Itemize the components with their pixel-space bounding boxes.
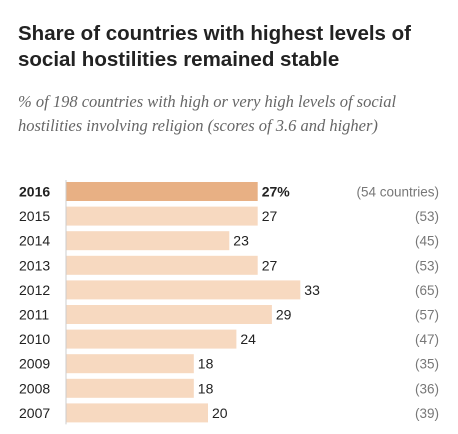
year-label: 2014 <box>19 233 50 249</box>
bar <box>66 255 258 275</box>
value-label: 24 <box>240 331 256 347</box>
value-label: 27 <box>262 257 278 273</box>
chart-title: Share of countries with highest levels o… <box>18 22 411 71</box>
chart-subtitle: % of 198 countries with high or very hig… <box>18 92 397 135</box>
bar <box>66 280 301 300</box>
year-label: 2012 <box>19 282 50 298</box>
bar <box>66 182 258 201</box>
year-label: 2016 <box>19 184 50 200</box>
value-label: 27 <box>262 208 278 224</box>
value-label: 20 <box>212 405 228 421</box>
year-label: 2010 <box>19 331 50 347</box>
year-label: 2015 <box>19 208 50 224</box>
country-count-label: (45) <box>415 234 439 249</box>
bar <box>66 354 194 374</box>
bar <box>66 206 258 226</box>
bar <box>66 378 194 398</box>
value-label: 18 <box>198 356 214 372</box>
year-label: 2008 <box>19 380 50 396</box>
year-label: 2007 <box>19 405 50 421</box>
value-label: 33 <box>304 282 320 298</box>
value-label: 18 <box>198 380 214 396</box>
year-label: 2011 <box>19 307 49 323</box>
country-count-label: (39) <box>415 406 439 421</box>
bar <box>66 305 272 324</box>
year-label: 2013 <box>19 257 50 273</box>
country-count-label: (53) <box>415 209 439 224</box>
country-count-label: (54 countries) <box>356 185 439 200</box>
value-label: 27% <box>262 184 291 200</box>
country-count-label: (35) <box>415 357 439 372</box>
bar <box>66 403 208 423</box>
country-count-label: (65) <box>415 283 439 298</box>
bar <box>66 329 237 349</box>
value-label: 23 <box>233 233 249 249</box>
country-count-label: (53) <box>415 258 439 273</box>
bar <box>66 231 230 251</box>
country-count-label: (57) <box>415 308 439 323</box>
country-count-label: (36) <box>415 381 439 396</box>
country-count-label: (47) <box>415 332 439 347</box>
value-label: 29 <box>276 307 292 323</box>
year-label: 2009 <box>19 356 50 372</box>
